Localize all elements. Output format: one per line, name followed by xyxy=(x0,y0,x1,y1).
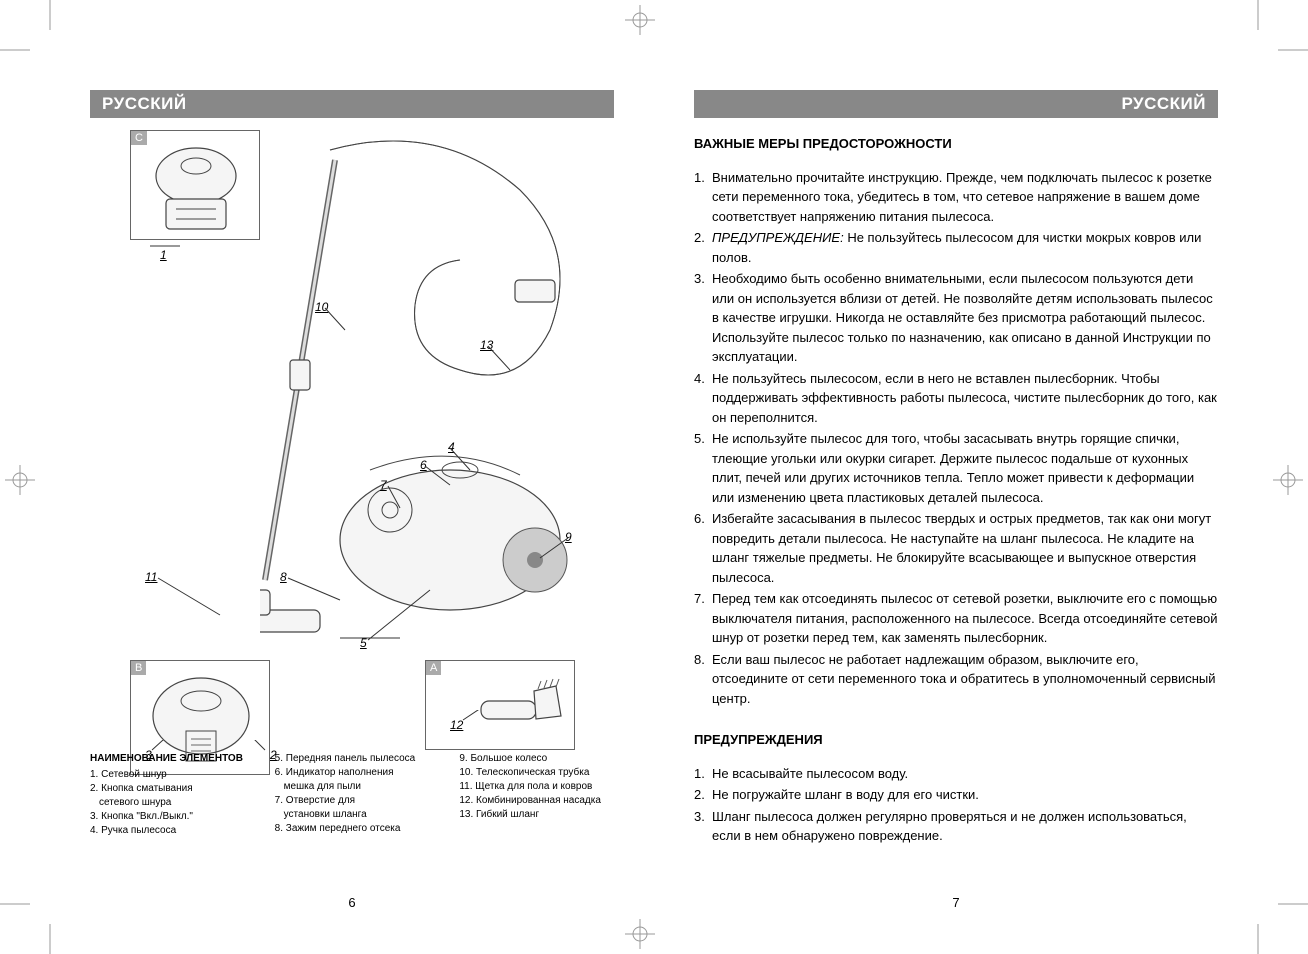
list-item: 2.ПРЕДУПРЕЖДЕНИЕ: Не пользуйтесь пылесос… xyxy=(694,228,1218,267)
attachment-sketch xyxy=(426,661,576,751)
vacuum-main-sketch xyxy=(260,130,610,650)
callout-10: 10 xyxy=(315,300,328,314)
list-item: 3.Шланг пылесоса должен регулярно провер… xyxy=(694,807,1218,846)
list-item: 1.Внимательно прочитайте инструкцию. Пре… xyxy=(694,168,1218,227)
callout-5: 5 xyxy=(360,636,367,650)
legend-title: НАИМЕНОВАНИЕ ЭЛЕМЕНТОВ xyxy=(90,752,245,766)
diagram-label-a: A xyxy=(426,661,441,675)
callout-1: 1 xyxy=(160,248,167,262)
list-item: 7.Перед тем как отсоединять пылесос от с… xyxy=(694,589,1218,648)
heading-warnings: ПРЕДУПРЕЖДЕНИЯ xyxy=(694,730,1218,750)
parts-legend: НАИМЕНОВАНИЕ ЭЛЕМЕНТОВ 1. Сетевой шнур 2… xyxy=(90,752,614,838)
vacuum-rear-sketch xyxy=(131,131,261,241)
diagram-box-c: C xyxy=(130,130,260,240)
diagram-label-b: B xyxy=(131,661,146,675)
diagram-label-c: C xyxy=(131,131,147,145)
page-header-right: РУССКИЙ xyxy=(694,90,1218,118)
heading-safety: ВАЖНЫЕ МЕРЫ ПРЕДОСТОРОЖНОСТИ xyxy=(694,134,1218,154)
page-left: РУССКИЙ C 1 xyxy=(50,40,654,914)
diagram-area: C 1 xyxy=(90,130,614,780)
page-number-right: 7 xyxy=(654,895,1258,910)
page-header-left: РУССКИЙ xyxy=(90,90,614,118)
callout-6: 6 xyxy=(420,458,427,472)
callout-11: 11 xyxy=(145,570,157,584)
list-item: 2.Не погружайте шланг в воду для его чис… xyxy=(694,785,1218,805)
list-item: 3.Необходимо быть особенно внимательными… xyxy=(694,269,1218,367)
list-item: 6.Избегайте засасывания в пылесос тверды… xyxy=(694,509,1218,587)
page-number-left: 6 xyxy=(50,895,654,910)
callout-4: 4 xyxy=(448,440,455,454)
list-item: 4.Не пользуйтесь пылесосом, если в него … xyxy=(694,369,1218,428)
content-right: ВАЖНЫЕ МЕРЫ ПРЕДОСТОРОЖНОСТИ 1.Вниматель… xyxy=(694,134,1218,846)
callout-13: 13 xyxy=(480,338,493,352)
diagram-box-a: A xyxy=(425,660,575,750)
callout-8: 8 xyxy=(280,570,287,584)
list-item: 8.Если ваш пылесос не работает надлежащи… xyxy=(694,650,1218,709)
safety-list: 1.Внимательно прочитайте инструкцию. Пре… xyxy=(694,168,1218,709)
list-item: 1.Не всасывайте пылесосом воду. xyxy=(694,764,1218,784)
callout-9: 9 xyxy=(565,530,572,544)
callout-7: 7 xyxy=(380,478,387,492)
warnings-list: 1.Не всасывайте пылесосом воду.2.Не погр… xyxy=(694,764,1218,846)
list-item: 5.Не используйте пылесос для того, чтобы… xyxy=(694,429,1218,507)
page-right: РУССКИЙ ВАЖНЫЕ МЕРЫ ПРЕДОСТОРОЖНОСТИ 1.В… xyxy=(654,40,1258,914)
